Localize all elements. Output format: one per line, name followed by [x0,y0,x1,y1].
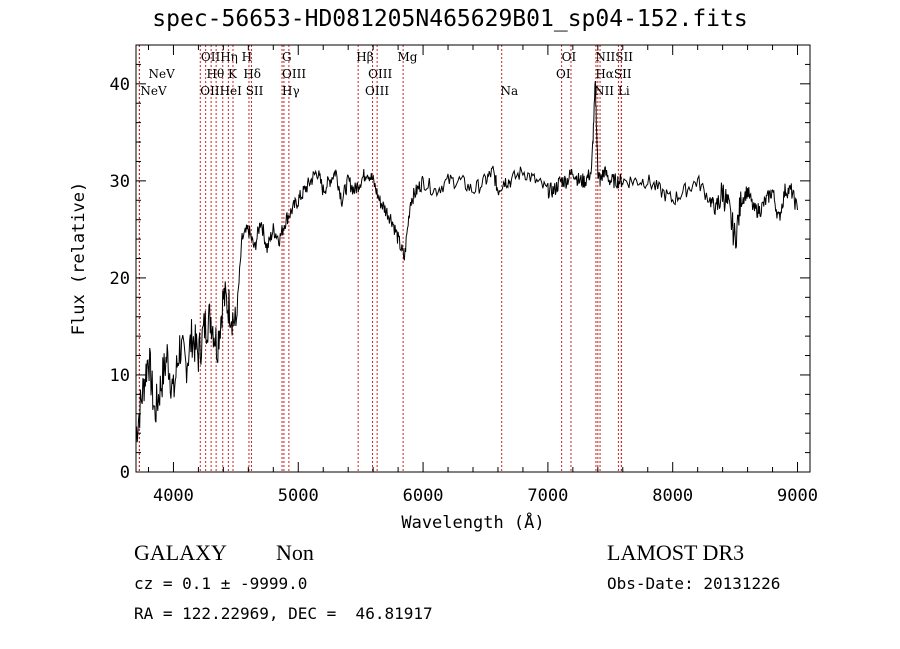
line-id-label: NeV [148,67,175,81]
y-axis-label: Flux (relative) [69,182,89,336]
line-id-label: OIII [365,84,389,98]
line-id-label: OI [562,50,577,64]
radec-label: RA = 122.22969, DEC = 46.81917 [134,604,433,623]
spectrum-line [135,81,798,443]
line-id-label: Hγ [282,84,300,98]
x-tick-label: 9000 [777,486,818,506]
line-id-label: G [282,50,292,64]
line-id-label: Hθ K [207,67,239,81]
y-tick-label: 20 [110,269,130,289]
y-tick-label: 0 [120,463,130,483]
chart-title: spec-56653-HD081205N465629B01_sp04-152.f… [152,6,748,32]
line-id-label: Na [500,84,518,98]
line-id-label: NeV [140,84,167,98]
x-tick-label: 6000 [403,486,444,506]
subclass-label: Non [276,540,314,565]
line-id-label: OIIHη H [201,50,252,64]
line-id-label: OIII [368,67,392,81]
line-id-label: Hβ [356,50,373,64]
cz-label: cz = 0.1 ± -9999.0 [134,574,308,593]
line-id-label: OI [556,67,571,81]
y-tick-label: 40 [110,75,130,95]
line-id-label: NIISII [595,50,633,64]
plot-frame [135,44,811,473]
line-id-label: HαSII [595,67,632,81]
obs-date-label: Obs-Date: 20131226 [607,574,781,593]
y-tick-label: 10 [110,366,130,386]
x-axis-label: Wavelength (Å) [401,511,544,533]
survey-label: LAMOST DR3 [607,540,745,565]
line-id-label: NII Li [594,84,630,98]
line-id-label: OIII [282,67,306,81]
x-tick-label: 7000 [527,486,568,506]
y-tick-label: 30 [110,172,130,192]
class-label: GALAXY [134,540,227,565]
line-id-label: Mg [397,50,417,64]
x-tick-label: 8000 [652,486,693,506]
line-id-label: Hδ [243,67,261,81]
x-tick-label: 4000 [153,486,194,506]
x-tick-label: 5000 [278,486,319,506]
line-id-label: OIIHeI SII [200,84,263,98]
